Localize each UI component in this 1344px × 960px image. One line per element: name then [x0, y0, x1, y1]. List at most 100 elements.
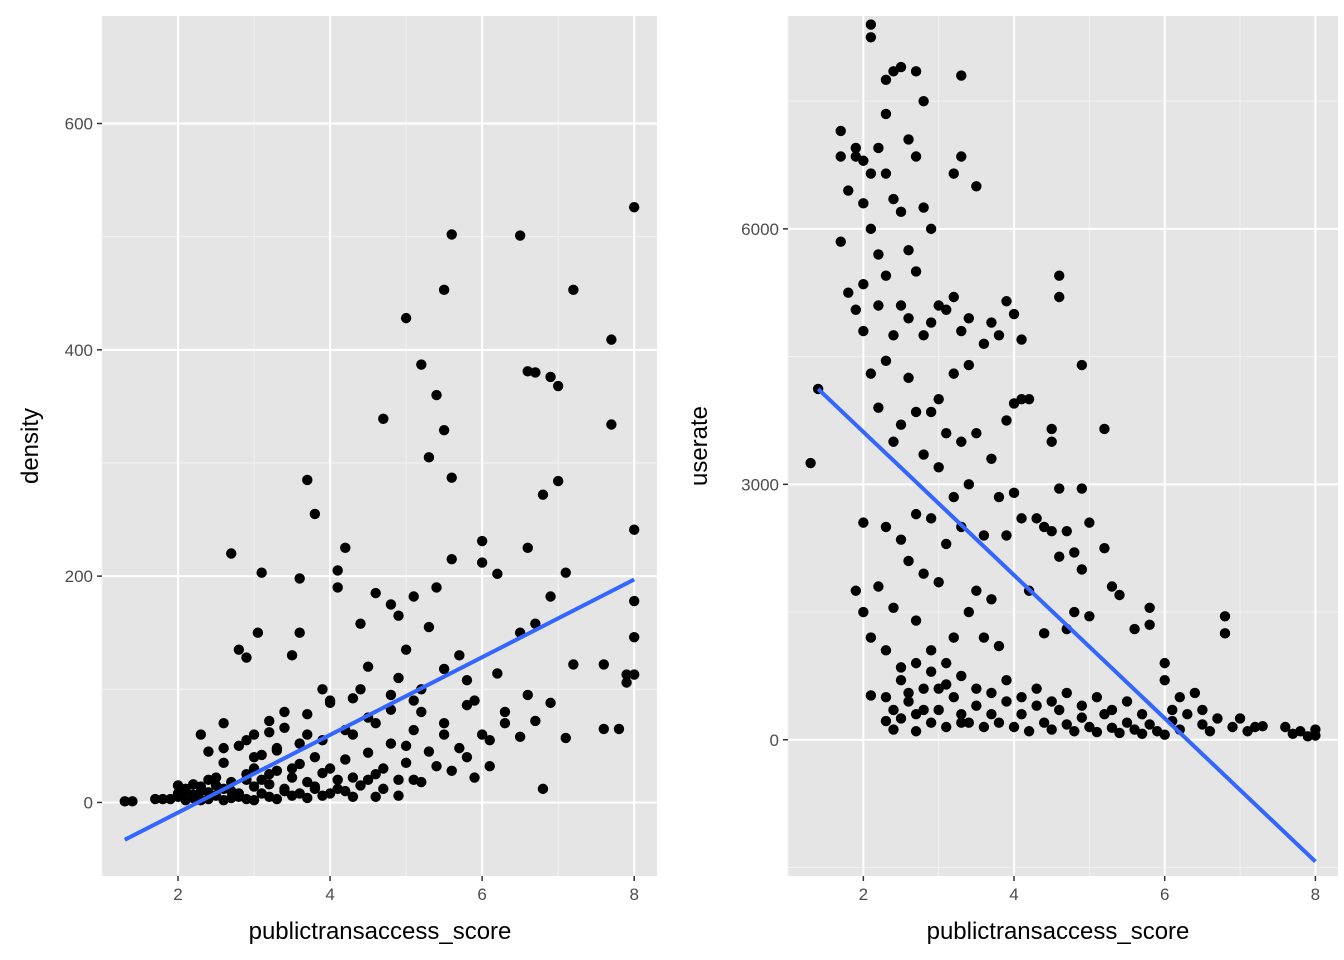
scatter-point: [1061, 719, 1072, 730]
scatter-point: [1091, 691, 1103, 703]
scatter-point: [385, 689, 397, 701]
scatter-point: [378, 413, 389, 425]
scatter-point: [903, 134, 914, 145]
scatter-point: [252, 627, 264, 638]
scatter-point: [971, 181, 982, 192]
scatter-point: [1038, 628, 1050, 639]
scatter-point: [895, 419, 907, 430]
scatter-point: [933, 462, 944, 473]
scatter-point: [150, 793, 161, 805]
scatter-point: [993, 330, 1005, 341]
scatter-point: [621, 677, 632, 688]
scatter-point: [279, 722, 290, 733]
scatter-point: [948, 691, 959, 703]
scatter-point: [431, 389, 442, 401]
scatter-point: [1129, 623, 1140, 635]
left-plot-background: [102, 16, 657, 876]
x-tick-label: 2: [859, 885, 868, 904]
scatter-point: [302, 729, 313, 740]
scatter-point: [370, 768, 381, 780]
scatter-point: [1016, 513, 1027, 524]
scatter-point: [248, 729, 260, 740]
scatter-point: [1302, 731, 1314, 742]
scatter-point: [956, 325, 967, 337]
scatter-point: [963, 606, 975, 618]
scatter-point: [454, 742, 465, 754]
scatter-point: [499, 718, 511, 729]
scatter-point: [598, 723, 609, 735]
scatter-point: [948, 632, 959, 643]
scatter-point: [438, 663, 450, 675]
scatter-point: [340, 754, 351, 765]
right-regression-line: [816, 387, 1317, 863]
scatter-point: [317, 684, 328, 695]
scatter-point: [499, 706, 511, 718]
scatter-point: [850, 151, 862, 162]
scatter-point: [903, 555, 914, 567]
scatter-point: [423, 746, 435, 757]
scatter-point: [530, 715, 541, 727]
y-tick-label: 3000: [741, 475, 779, 494]
scatter-point: [971, 683, 982, 694]
scatter-point: [948, 368, 959, 379]
scatter-point: [918, 683, 929, 694]
scatter-point: [865, 690, 877, 701]
right-plot-background: [788, 16, 1338, 876]
scatter-point: [880, 645, 892, 656]
scatter-point: [628, 524, 640, 535]
scatter-point: [218, 718, 229, 729]
scatter-point: [925, 317, 937, 328]
scatter-point: [1084, 517, 1095, 528]
scatter-point: [476, 557, 488, 568]
scatter-point: [1257, 720, 1268, 732]
scatter-point: [1106, 704, 1118, 716]
scatter-point: [552, 380, 564, 392]
scatter-point: [294, 788, 305, 799]
scatter-point: [873, 249, 884, 260]
scatter-point: [1076, 483, 1088, 494]
scatter-point: [400, 312, 412, 324]
scatter-point: [286, 650, 298, 661]
x-tick-label: 8: [629, 885, 638, 904]
scatter-point: [537, 783, 549, 795]
scatter-point: [1016, 334, 1027, 345]
scatter-point: [522, 366, 533, 377]
scatter-point: [446, 472, 457, 483]
scatter-point: [264, 727, 275, 738]
scatter-point: [978, 632, 990, 643]
scatter-point: [446, 553, 457, 565]
scatter-point: [484, 735, 495, 746]
scatter-point: [446, 229, 457, 240]
scatter-point: [210, 772, 222, 783]
scatter-point: [865, 19, 877, 30]
scatter-point: [598, 659, 609, 670]
scatter-point: [545, 371, 556, 383]
scatter-point: [880, 168, 892, 179]
scatter-point: [530, 618, 541, 629]
scatter-point: [843, 287, 854, 298]
scatter-point: [956, 436, 967, 447]
right-y-axis-title: userate: [686, 406, 713, 486]
scatter-point: [1001, 296, 1012, 307]
scatter-point: [233, 788, 245, 799]
scatter-point: [469, 772, 480, 783]
scatter-point: [986, 317, 997, 328]
scatter-point: [1189, 687, 1201, 699]
scatter-point: [873, 300, 884, 311]
scatter-point: [127, 796, 138, 807]
scatter-point: [948, 491, 959, 503]
scatter-point: [888, 193, 899, 205]
scatter-point: [1144, 619, 1155, 631]
scatter-point: [873, 581, 884, 592]
scatter-point: [218, 742, 229, 754]
scatter-point: [469, 695, 480, 706]
scatter-point: [248, 781, 260, 792]
scatter-point: [865, 223, 877, 235]
scatter-point: [903, 372, 914, 384]
scatter-point: [1182, 709, 1193, 720]
y-tick-label: 200: [65, 567, 93, 586]
scatter-point: [385, 599, 397, 610]
scatter-point: [880, 74, 892, 86]
scatter-point: [918, 449, 929, 460]
scatter-point: [880, 355, 892, 367]
